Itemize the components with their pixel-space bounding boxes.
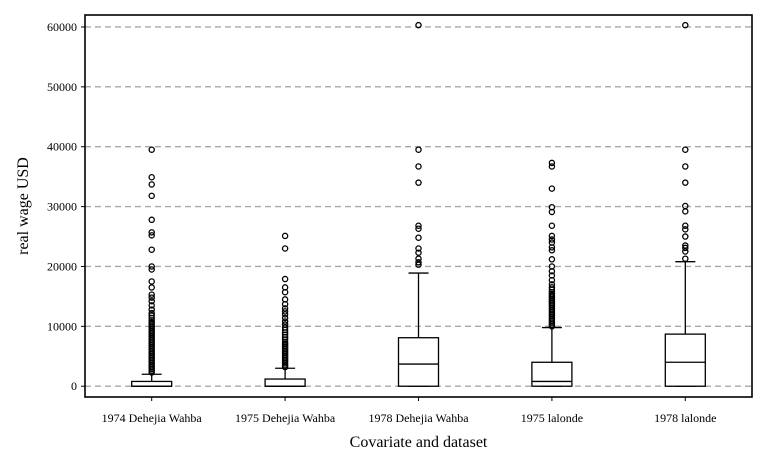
- outlier-point: [281, 296, 289, 303]
- outlier-point: [415, 179, 422, 186]
- outlier-point: [682, 242, 689, 249]
- outlier-point: [148, 232, 155, 239]
- x-tick-label: 1975 lalonde: [521, 411, 583, 425]
- outlier-point: [281, 311, 289, 318]
- outlier-point: [281, 314, 289, 322]
- outlier-point: [682, 208, 689, 215]
- outlier-point: [148, 192, 155, 200]
- y-tick-label: 0: [71, 379, 77, 393]
- outlier-point: [281, 275, 289, 283]
- x-tick-label: 1978 Dehejia Wahba: [368, 411, 469, 425]
- outlier-point: [548, 232, 556, 240]
- outlier-point: [148, 312, 155, 319]
- outlier-point: [148, 181, 155, 188]
- outlier-point: [682, 255, 689, 262]
- outlier-point: [682, 163, 689, 170]
- outlier-point: [682, 222, 689, 230]
- box-group: [664, 21, 706, 387]
- outlier-point: [281, 284, 289, 291]
- x-axis-title: Covariate and dataset: [350, 434, 488, 451]
- outlier-point: [548, 203, 556, 211]
- outlier-point: [548, 284, 556, 291]
- outlier-point: [148, 306, 155, 313]
- x-tick-label: 1975 Dehejia Wahba: [235, 411, 336, 425]
- outlier-point: [548, 263, 556, 270]
- tick-layer: 0 10000 20000 30000 40000 50000 60000 1974 Dehe…: [47, 20, 716, 425]
- outlier-point: [682, 179, 689, 186]
- box-group: [131, 146, 173, 387]
- outlier-point: [148, 266, 155, 273]
- outlier-point: [281, 305, 289, 312]
- box-group: [531, 159, 573, 387]
- outlier-point: [148, 229, 155, 236]
- outlier-point: [415, 146, 422, 153]
- outlier-point: [415, 21, 422, 29]
- outlier-point: [682, 21, 689, 29]
- outlier-point: [148, 246, 155, 253]
- outlier-point: [148, 291, 155, 298]
- box-layer: [131, 21, 706, 387]
- box-group: [264, 232, 306, 387]
- outlier-point: [548, 247, 556, 254]
- outlier-point: [548, 281, 556, 288]
- outlier-point: [148, 263, 155, 270]
- outlier-point: [548, 163, 556, 170]
- outlier-point: [415, 163, 422, 170]
- outlier-point: [281, 321, 289, 328]
- outlier-point: [148, 284, 155, 291]
- outlier-point: [148, 302, 155, 309]
- outlier-point: [148, 297, 155, 305]
- outlier-point: [415, 225, 422, 233]
- outlier-point: [682, 146, 689, 153]
- outlier-point: [415, 261, 422, 268]
- y-tick-label: 30000: [47, 200, 77, 214]
- outlier-point: [548, 236, 556, 243]
- outlier-point: [548, 272, 556, 279]
- outlier-point: [281, 308, 289, 315]
- outlier-point: [415, 259, 422, 266]
- outlier-point: [682, 226, 689, 233]
- outlier-point: [548, 256, 556, 263]
- y-tick-label: 10000: [47, 319, 77, 333]
- outlier-point: [148, 146, 155, 153]
- outlier-point: [415, 255, 422, 262]
- outlier-point: [281, 318, 289, 325]
- box-iqr: [531, 361, 573, 387]
- outlier-point: [548, 159, 556, 167]
- outlier-point: [415, 249, 422, 256]
- outlier-point: [281, 232, 289, 240]
- outlier-point: [148, 174, 155, 181]
- outlier-point: [281, 324, 289, 331]
- outlier-point: [148, 309, 155, 317]
- box-iqr: [264, 378, 306, 387]
- outlier-point: [415, 234, 422, 241]
- x-tick-label: 1974 Dehejia Wahba: [102, 411, 203, 425]
- y-tick-label: 40000: [47, 140, 77, 154]
- y-tick-label: 50000: [47, 80, 77, 94]
- outlier-point: [415, 222, 422, 230]
- y-axis-title: real wage USD: [15, 157, 32, 255]
- outlier-point: [548, 222, 556, 230]
- y-tick-label: 60000: [47, 20, 77, 34]
- outlier-point: [148, 294, 155, 301]
- box-iqr: [397, 337, 440, 387]
- outlier-point: [415, 245, 422, 252]
- outlier-point: [682, 233, 689, 240]
- outlier-point: [682, 248, 689, 255]
- box-iqr: [131, 380, 173, 387]
- x-tick-label: 1978 lalonde: [654, 411, 716, 425]
- outlier-point: [281, 245, 289, 252]
- box-iqr: [664, 333, 706, 387]
- outlier-point: [148, 216, 155, 224]
- y-tick-label: 20000: [47, 259, 77, 273]
- outlier-point: [548, 185, 556, 192]
- outlier-point: [548, 239, 556, 246]
- box-group: [397, 21, 440, 387]
- outlier-point: [682, 244, 689, 252]
- outlier-point: [682, 202, 689, 210]
- outlier-point: [148, 278, 155, 285]
